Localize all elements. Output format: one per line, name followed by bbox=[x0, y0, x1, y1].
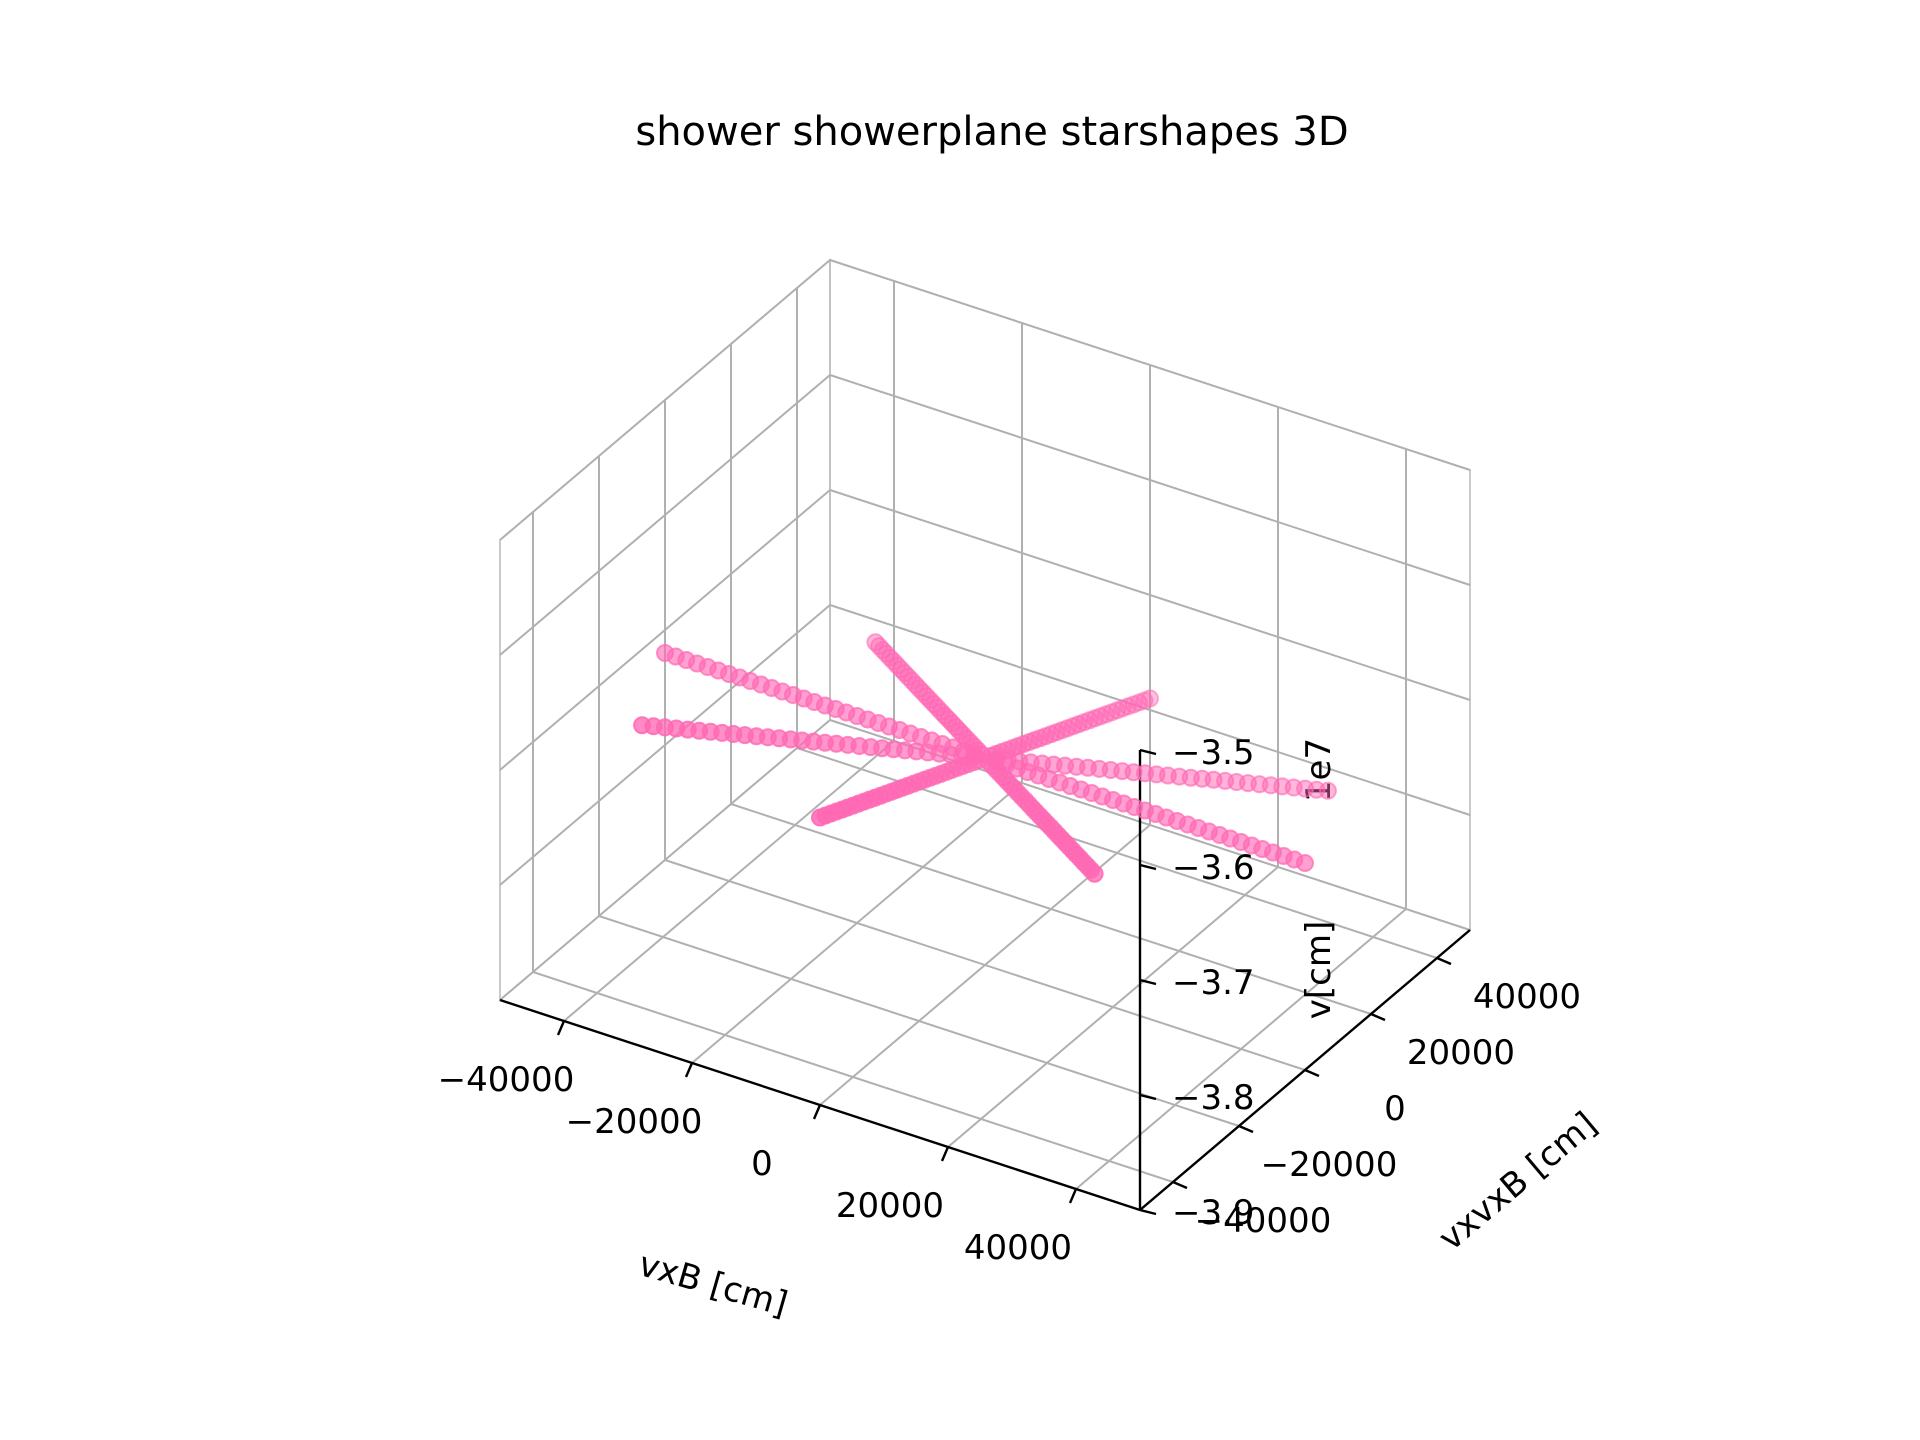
scatter-point bbox=[1296, 854, 1314, 872]
x-tick-mark bbox=[556, 1020, 566, 1036]
axes-panes bbox=[498, 258, 1472, 1211]
grid-line-z bbox=[829, 259, 1471, 471]
x-tick-mark bbox=[1068, 1188, 1078, 1204]
z-axis-label: v[cm] bbox=[1299, 921, 1339, 1019]
scatter-point bbox=[1085, 864, 1104, 883]
z-tick-label: −3.9 bbox=[1172, 1193, 1255, 1233]
z-tick-mark bbox=[1139, 748, 1157, 756]
z-tick-mark bbox=[1139, 978, 1157, 986]
grid-line-y bbox=[664, 859, 1306, 1071]
y-tick-label: 20000 bbox=[1407, 1033, 1515, 1073]
grid-line-z bbox=[829, 489, 1471, 701]
grid-line-z bbox=[829, 604, 1471, 816]
z-tick-labels: −3.9 −3.8 −3.7 −3.6 −3.5 bbox=[1172, 733, 1255, 1233]
z-tick-mark bbox=[1139, 863, 1157, 871]
chart-title: shower showerplane starshapes 3D bbox=[635, 109, 1348, 155]
x-tick-label: 0 bbox=[751, 1144, 773, 1184]
grid-line-z bbox=[499, 719, 831, 1001]
x-tick-mark bbox=[812, 1104, 822, 1120]
z-tick-label: −3.8 bbox=[1172, 1078, 1255, 1118]
grid-line-z bbox=[499, 374, 831, 656]
grid-line-z bbox=[829, 374, 1471, 586]
z-tick-label: −3.5 bbox=[1172, 733, 1255, 773]
grid-lines bbox=[499, 259, 1471, 1190]
x-tick-labels: −40000 −20000 0 20000 40000 bbox=[438, 1060, 1072, 1268]
y-tick-mark bbox=[1370, 1012, 1386, 1022]
grid-line-z bbox=[499, 604, 831, 886]
y-tick-label: 40000 bbox=[1473, 977, 1581, 1017]
z-tick-label: −3.7 bbox=[1172, 963, 1255, 1003]
z-tick-mark bbox=[1139, 1093, 1157, 1101]
z-tick-label: −3.6 bbox=[1172, 848, 1255, 888]
scatter-point bbox=[633, 716, 652, 735]
x-tick-label: −20000 bbox=[566, 1102, 703, 1142]
x-tick-mark bbox=[684, 1062, 694, 1078]
grid-line-y bbox=[796, 747, 1438, 959]
y-axis-label: vxvxB [cm] bbox=[1431, 1104, 1605, 1259]
y-tick-mark bbox=[1436, 956, 1452, 966]
tick-marks bbox=[556, 748, 1452, 1216]
x-tick-mark bbox=[940, 1146, 950, 1162]
grid-line-z bbox=[499, 259, 831, 541]
y-tick-mark bbox=[1304, 1068, 1320, 1078]
x-axis-label: vxB [cm] bbox=[634, 1244, 792, 1325]
y-tick-mark bbox=[1172, 1180, 1188, 1190]
x-tick-label: 40000 bbox=[964, 1228, 1072, 1268]
x-tick-label: 20000 bbox=[836, 1186, 944, 1226]
grid-line-y bbox=[598, 915, 1240, 1127]
scatter-point bbox=[811, 808, 829, 827]
y-tick-label: −40000 bbox=[1195, 1201, 1332, 1241]
grid-line-z bbox=[499, 489, 831, 771]
scatter-points bbox=[633, 633, 1337, 883]
x-tick-label: −40000 bbox=[438, 1060, 575, 1100]
y-tick-mark bbox=[1238, 1124, 1254, 1134]
z-tick-mark bbox=[1139, 1208, 1157, 1216]
y-tick-label: −20000 bbox=[1261, 1145, 1398, 1185]
grid-line-y bbox=[532, 971, 1174, 1183]
y-tick-labels: −40000 −20000 0 20000 40000 bbox=[1195, 977, 1581, 1241]
y-tick-label: 0 bbox=[1384, 1089, 1406, 1129]
grid-line-y bbox=[730, 803, 1372, 1015]
